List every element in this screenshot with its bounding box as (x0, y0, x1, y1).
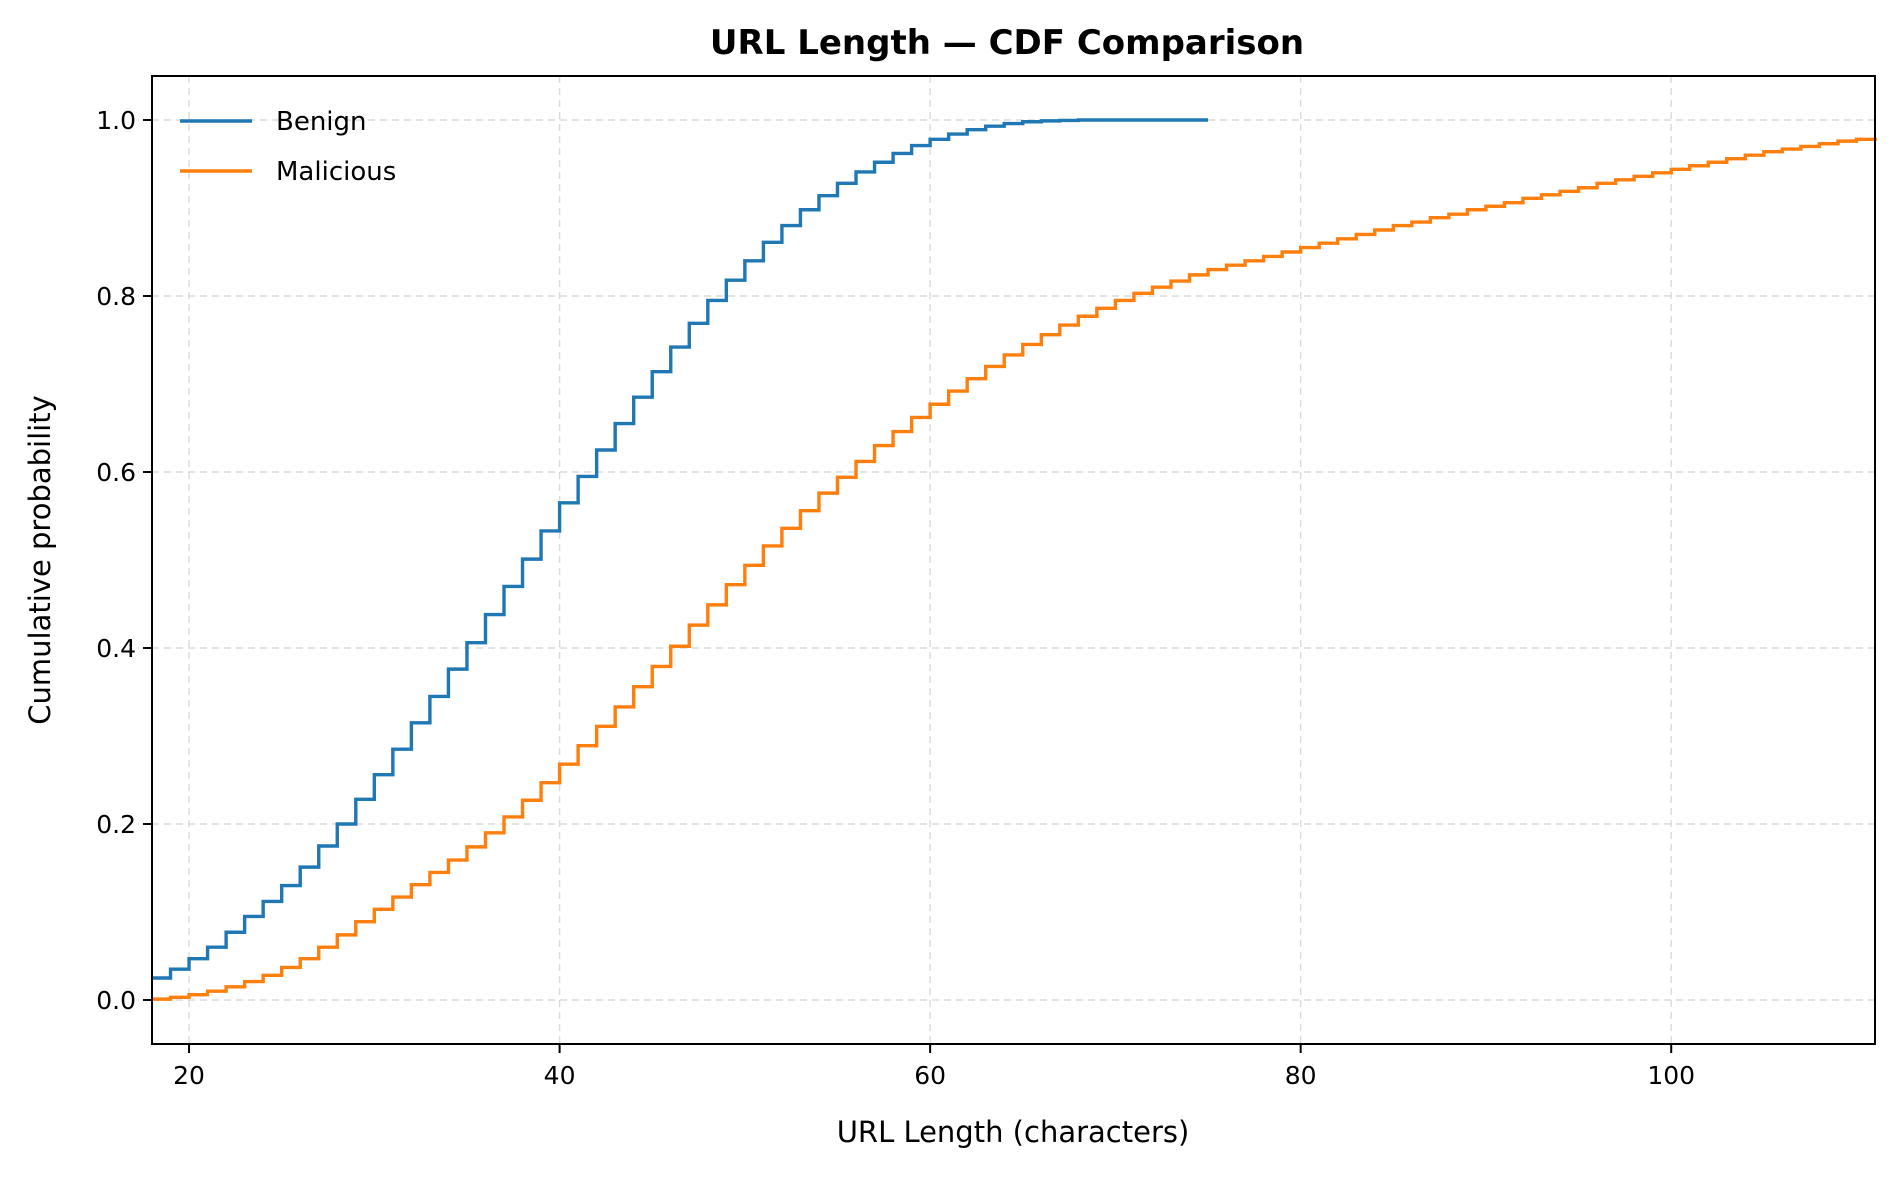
x-tick-label: 20 (173, 1061, 205, 1090)
y-tick-label: 0.4 (96, 634, 136, 663)
series-line-benign (152, 118, 1209, 980)
series-line-malicious (152, 137, 1877, 1001)
x-axis-label: URL Length (characters) (837, 1115, 1190, 1149)
y-tick-label: 0.6 (96, 458, 136, 487)
y-tick-label: 1.0 (96, 106, 136, 135)
x-tick-label: 80 (1285, 1061, 1317, 1090)
legend-label-malicious: Malicious (276, 157, 396, 187)
axis-ticks: 20 40 60 80 100 0.0 0.2 0.4 0.6 0.8 1.0 (96, 106, 1695, 1090)
y-tick-label: 0.0 (96, 986, 136, 1015)
x-tick-label: 40 (544, 1061, 576, 1090)
legend-label-benign: Benign (276, 107, 367, 137)
y-tick-label: 0.2 (96, 810, 136, 839)
chart-title: URL Length — CDF Comparison (710, 23, 1304, 63)
y-axis-label: Cumulative probability (23, 395, 57, 724)
y-tick-label: 0.8 (96, 282, 136, 311)
x-tick-label: 60 (914, 1061, 946, 1090)
series-lines (152, 118, 1877, 1001)
grid (152, 76, 1875, 1044)
legend: Benign Malicious (180, 107, 396, 187)
plot-frame (151, 75, 1876, 1045)
x-tick-label: 100 (1647, 1061, 1695, 1090)
